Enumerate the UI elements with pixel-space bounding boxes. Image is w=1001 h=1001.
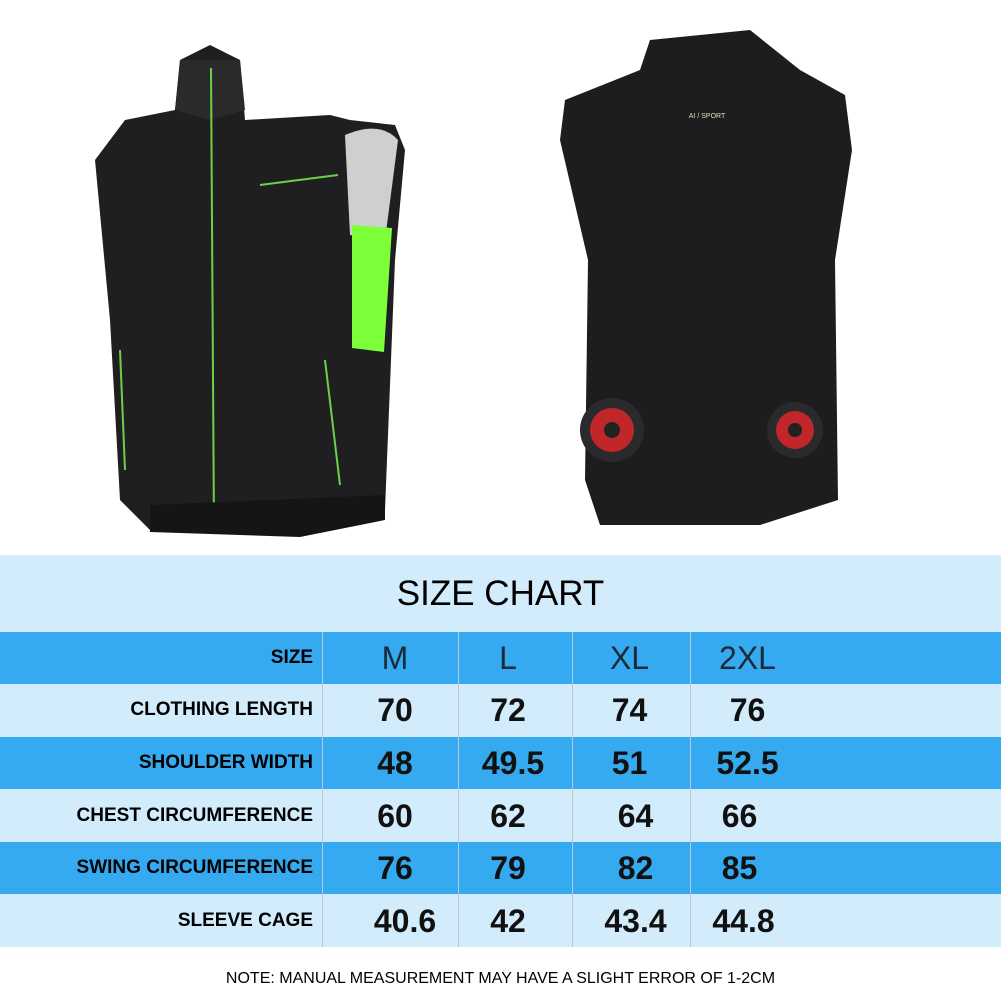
column-divider (572, 632, 573, 947)
cell: 85 (721, 849, 758, 886)
table-row: SLEEVE CAGE 40.6 42 43.4 44.8 (0, 895, 1001, 947)
table-row: SWING CIRCUMFERENCE 76 79 82 85 (0, 842, 1001, 894)
size-chart-title: SIZE CHART (396, 573, 605, 613)
cell: 66 (721, 797, 758, 834)
vest-front-image (95, 45, 405, 537)
cell: 62 (490, 797, 526, 834)
cell: 82 (617, 849, 654, 886)
table-row: SHOULDER WIDTH 48 49.5 51 52.5 (0, 737, 1001, 789)
size-xl: XL (609, 639, 650, 676)
cell: 64 (617, 797, 654, 834)
column-divider (458, 632, 459, 947)
size-chart: SIZE CHART SIZE M L XL 2XL CLOTHING LENG… (0, 555, 1001, 947)
table-row: CHEST CIRCUMFERENCE 60 62 64 66 (0, 790, 1001, 842)
cell: 48 (377, 744, 413, 781)
cell: 42 (490, 902, 526, 939)
cell: 43.4 (604, 902, 667, 939)
cell: 44.8 (712, 902, 775, 939)
table-row: CLOTHING LENGTH 70 72 74 76 (0, 684, 1001, 736)
cell: 49.5 (481, 744, 545, 781)
row-label: SWING CIRCUMFERENCE (76, 857, 313, 878)
cell: 72 (490, 691, 526, 728)
size-m: M (381, 639, 409, 676)
brand-label: AI / SPORT (689, 113, 726, 120)
column-divider (322, 632, 323, 947)
size-header-label: SIZE (270, 647, 313, 668)
cell: 74 (611, 691, 648, 728)
row-label: CHEST CIRCUMFERENCE (76, 805, 313, 826)
size-header-row: SIZE M L XL 2XL (0, 632, 1001, 684)
cell: 52.5 (716, 744, 779, 781)
cell: 76 (377, 849, 413, 886)
row-label: SHOULDER WIDTH (138, 752, 313, 773)
cell: 51 (611, 744, 648, 781)
row-label: CLOTHING LENGTH (130, 699, 313, 720)
cell: 76 (729, 691, 766, 728)
vest-illustrations: AI / SPORT (95, 30, 852, 537)
column-divider (690, 632, 691, 947)
cell: 40.6 (373, 902, 437, 939)
size-l: L (499, 639, 517, 676)
size-2xl: 2XL (719, 639, 776, 676)
row-label: SLEEVE CAGE (177, 910, 313, 931)
vest-back-image: AI / SPORT (560, 30, 852, 525)
cell: 60 (377, 797, 413, 834)
cell: 79 (490, 849, 526, 886)
cell: 70 (377, 691, 413, 728)
measurement-note: NOTE: MANUAL MEASUREMENT MAY HAVE A SLIG… (225, 970, 776, 987)
